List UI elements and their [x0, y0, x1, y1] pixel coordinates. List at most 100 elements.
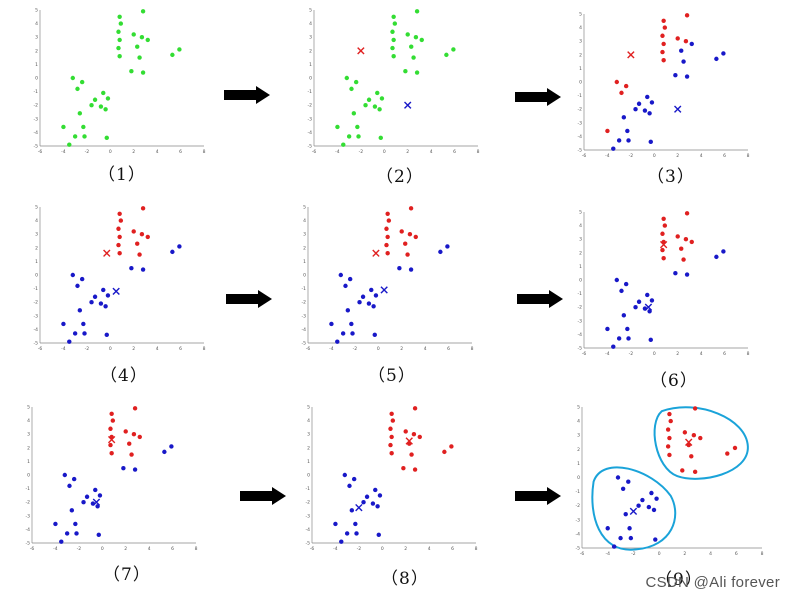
- scatter-plot-3: -6 -4 -2 0 2 4 6 8 5 4 3 2 1 0 -1 -2 -3 -4 -5: [578, 12, 750, 160]
- data-point: [665, 427, 671, 432]
- x-tick-label: 4: [700, 351, 703, 357]
- data-point: [438, 249, 443, 255]
- data-point: [692, 469, 698, 475]
- data-point: [101, 90, 106, 96]
- data-point: [614, 79, 619, 85]
- data-point: [653, 537, 658, 542]
- data-point: [379, 96, 385, 101]
- data-point: [414, 70, 420, 75]
- data-point: [116, 226, 121, 231]
- data-point: [116, 29, 121, 34]
- data-point: [131, 32, 136, 37]
- data-point: [403, 69, 408, 74]
- y-tick-label: 2: [35, 48, 38, 54]
- y-tick-label: 1: [35, 62, 38, 68]
- data-point: [616, 138, 622, 143]
- y-tick-label: -5: [26, 541, 31, 547]
- data-point: [376, 532, 381, 538]
- data-point: [444, 52, 449, 58]
- centroid-marker: [103, 249, 111, 257]
- data-point: [370, 501, 376, 506]
- data-point: [92, 97, 98, 102]
- data-point: [626, 479, 631, 484]
- data-point: [645, 94, 650, 100]
- y-tick-label: 4: [309, 21, 312, 27]
- x-tick-label: -2: [85, 149, 90, 155]
- cluster-outline: [653, 406, 749, 480]
- right-arrow-icon: [515, 487, 563, 509]
- centroid-marker: [685, 438, 693, 446]
- data-point: [384, 242, 389, 248]
- x-tick-label: -6: [582, 351, 587, 357]
- data-point: [108, 442, 113, 448]
- data-point: [74, 531, 79, 536]
- data-point: [98, 301, 104, 306]
- data-point: [140, 9, 146, 14]
- data-point: [412, 406, 418, 411]
- data-point: [385, 211, 390, 216]
- x-tick-label: 2: [404, 546, 407, 552]
- data-point: [647, 111, 652, 116]
- data-point: [411, 432, 417, 437]
- data-point: [131, 229, 136, 234]
- y-tick-label: -5: [306, 541, 311, 547]
- data-point: [611, 344, 616, 349]
- x-tick-label: -4: [61, 346, 66, 352]
- data-point: [343, 283, 348, 289]
- data-point: [127, 441, 132, 446]
- data-point: [129, 266, 134, 271]
- data-point: [683, 39, 689, 44]
- x-tick-label: 2: [676, 351, 679, 357]
- centroid-marker: [92, 498, 101, 506]
- data-point: [661, 256, 666, 261]
- data-point: [623, 281, 629, 287]
- x-tick-label: -6: [38, 149, 43, 155]
- y-tick-label: 3: [35, 35, 38, 41]
- right-arrow-icon: [224, 86, 272, 108]
- y-tick-label: -2: [26, 500, 31, 506]
- data-point: [375, 504, 380, 509]
- x-tick-label: 2: [132, 149, 135, 155]
- y-tick-label: 3: [303, 232, 306, 238]
- data-point: [177, 244, 182, 249]
- x-tick-label: 0: [653, 153, 656, 159]
- data-point: [129, 69, 134, 74]
- y-tick-label: -2: [578, 305, 583, 311]
- y-tick-label: 2: [309, 48, 312, 54]
- data-point: [692, 406, 698, 411]
- data-point: [366, 301, 372, 306]
- y-tick-label: 5: [577, 405, 580, 411]
- y-tick-label: 4: [303, 218, 306, 224]
- data-point: [389, 451, 394, 456]
- data-point: [390, 29, 395, 34]
- y-tick-label: -1: [306, 486, 311, 492]
- data-point: [377, 107, 382, 112]
- y-tick-label: -1: [34, 89, 39, 95]
- data-point: [660, 33, 665, 38]
- y-tick-label: 0: [35, 273, 38, 279]
- caption-2: （2）: [376, 167, 424, 187]
- y-tick-label: -4: [306, 527, 311, 533]
- data-point: [648, 139, 653, 145]
- y-tick-label: -1: [578, 291, 583, 297]
- data-point: [132, 406, 138, 411]
- x-tick-label: 4: [700, 153, 703, 159]
- data-point: [360, 294, 366, 299]
- data-point: [665, 444, 671, 449]
- data-point: [61, 124, 66, 130]
- data-point: [340, 331, 346, 336]
- y-tick-label: 3: [307, 432, 310, 438]
- data-point: [621, 115, 627, 120]
- x-tick-label: 0: [377, 346, 380, 352]
- y-tick-label: 3: [577, 433, 580, 439]
- data-point: [101, 287, 106, 293]
- x-tick-label: 2: [406, 149, 409, 155]
- scatter-plot-5: -6 -4 -2 0 2 4 6 8 5 4 3 2 1 0 -1 -2 -3 -4 -5: [302, 205, 474, 353]
- data-point: [335, 124, 340, 130]
- caption-3: （3）: [647, 167, 695, 187]
- y-tick-label: -2: [306, 500, 311, 506]
- y-tick-label: 2: [27, 445, 30, 451]
- data-point: [116, 45, 121, 51]
- data-point: [681, 59, 686, 64]
- y-tick-label: 0: [307, 473, 310, 479]
